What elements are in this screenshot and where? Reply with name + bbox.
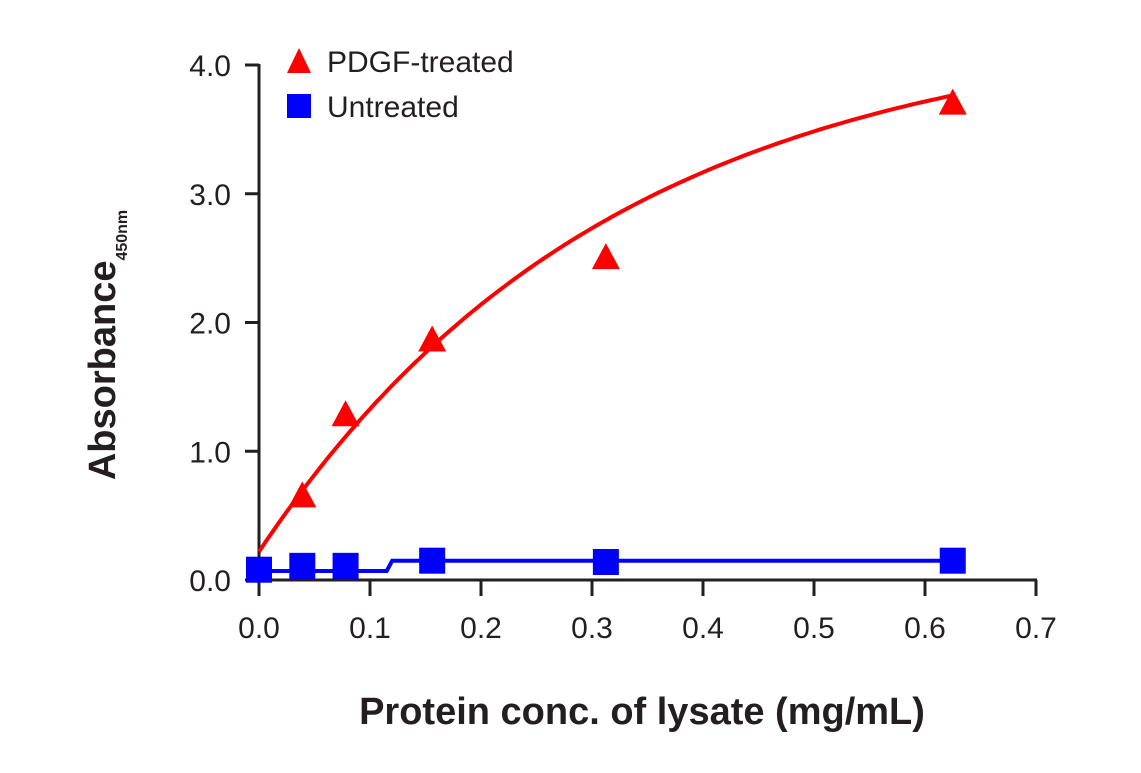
y-axis-title-main: Absorbance (82, 261, 124, 481)
x-tick-label: 0.2 (460, 612, 502, 645)
axes: 0.0 0.1 0.2 0.3 0.4 0.5 0.6 0.7 0.0 1.0 2.0 3.0 4.0 (189, 50, 1057, 645)
point-untreated (419, 547, 446, 574)
data-marks (246, 88, 967, 583)
x-tick-label: 0.0 (238, 612, 280, 645)
x-tick-label: 0.3 (571, 612, 613, 645)
point-pdgf (418, 325, 447, 352)
point-pdgf (331, 400, 360, 427)
fit-line-untreated (259, 558, 953, 573)
x-tick-label: 0.4 (682, 612, 724, 645)
y-tick-label: 4.0 (189, 50, 231, 83)
point-pdgf (288, 481, 317, 508)
point-untreated (332, 552, 359, 579)
point-untreated (246, 556, 272, 583)
y-tick-label: 1.0 (189, 436, 231, 469)
x-tick-label: 0.1 (349, 612, 391, 645)
point-untreated (592, 548, 619, 575)
legend-marker-pdgf (287, 48, 311, 73)
fit-curve-pdgf (257, 93, 954, 553)
y-tick-label: 2.0 (189, 308, 231, 341)
legend: PDGF-treated Untreated (287, 46, 514, 124)
x-tick-label: 0.6 (904, 612, 946, 645)
y-axis-title-subscript: 450nm (114, 210, 131, 261)
x-tick-label: 0.7 (1015, 612, 1057, 645)
legend-marker-untreated (287, 94, 311, 118)
y-tick-label: 3.0 (189, 179, 231, 212)
x-axis-title: Protein conc. of lysate (mg/mL) (359, 691, 925, 733)
y-axis-title: Absorbance450nm (82, 210, 131, 480)
point-untreated (289, 552, 316, 579)
legend-label-pdgf: PDGF-treated (327, 46, 514, 79)
point-untreated (939, 547, 966, 574)
x-tick-label: 0.5 (793, 612, 835, 645)
point-pdgf (938, 88, 967, 115)
legend-label-untreated: Untreated (327, 91, 459, 124)
y-axis-title-group: Absorbance450nm (82, 210, 131, 480)
y-tick-label: 0.0 (189, 565, 231, 598)
fit-lines (257, 93, 954, 573)
point-pdgf (591, 243, 620, 270)
